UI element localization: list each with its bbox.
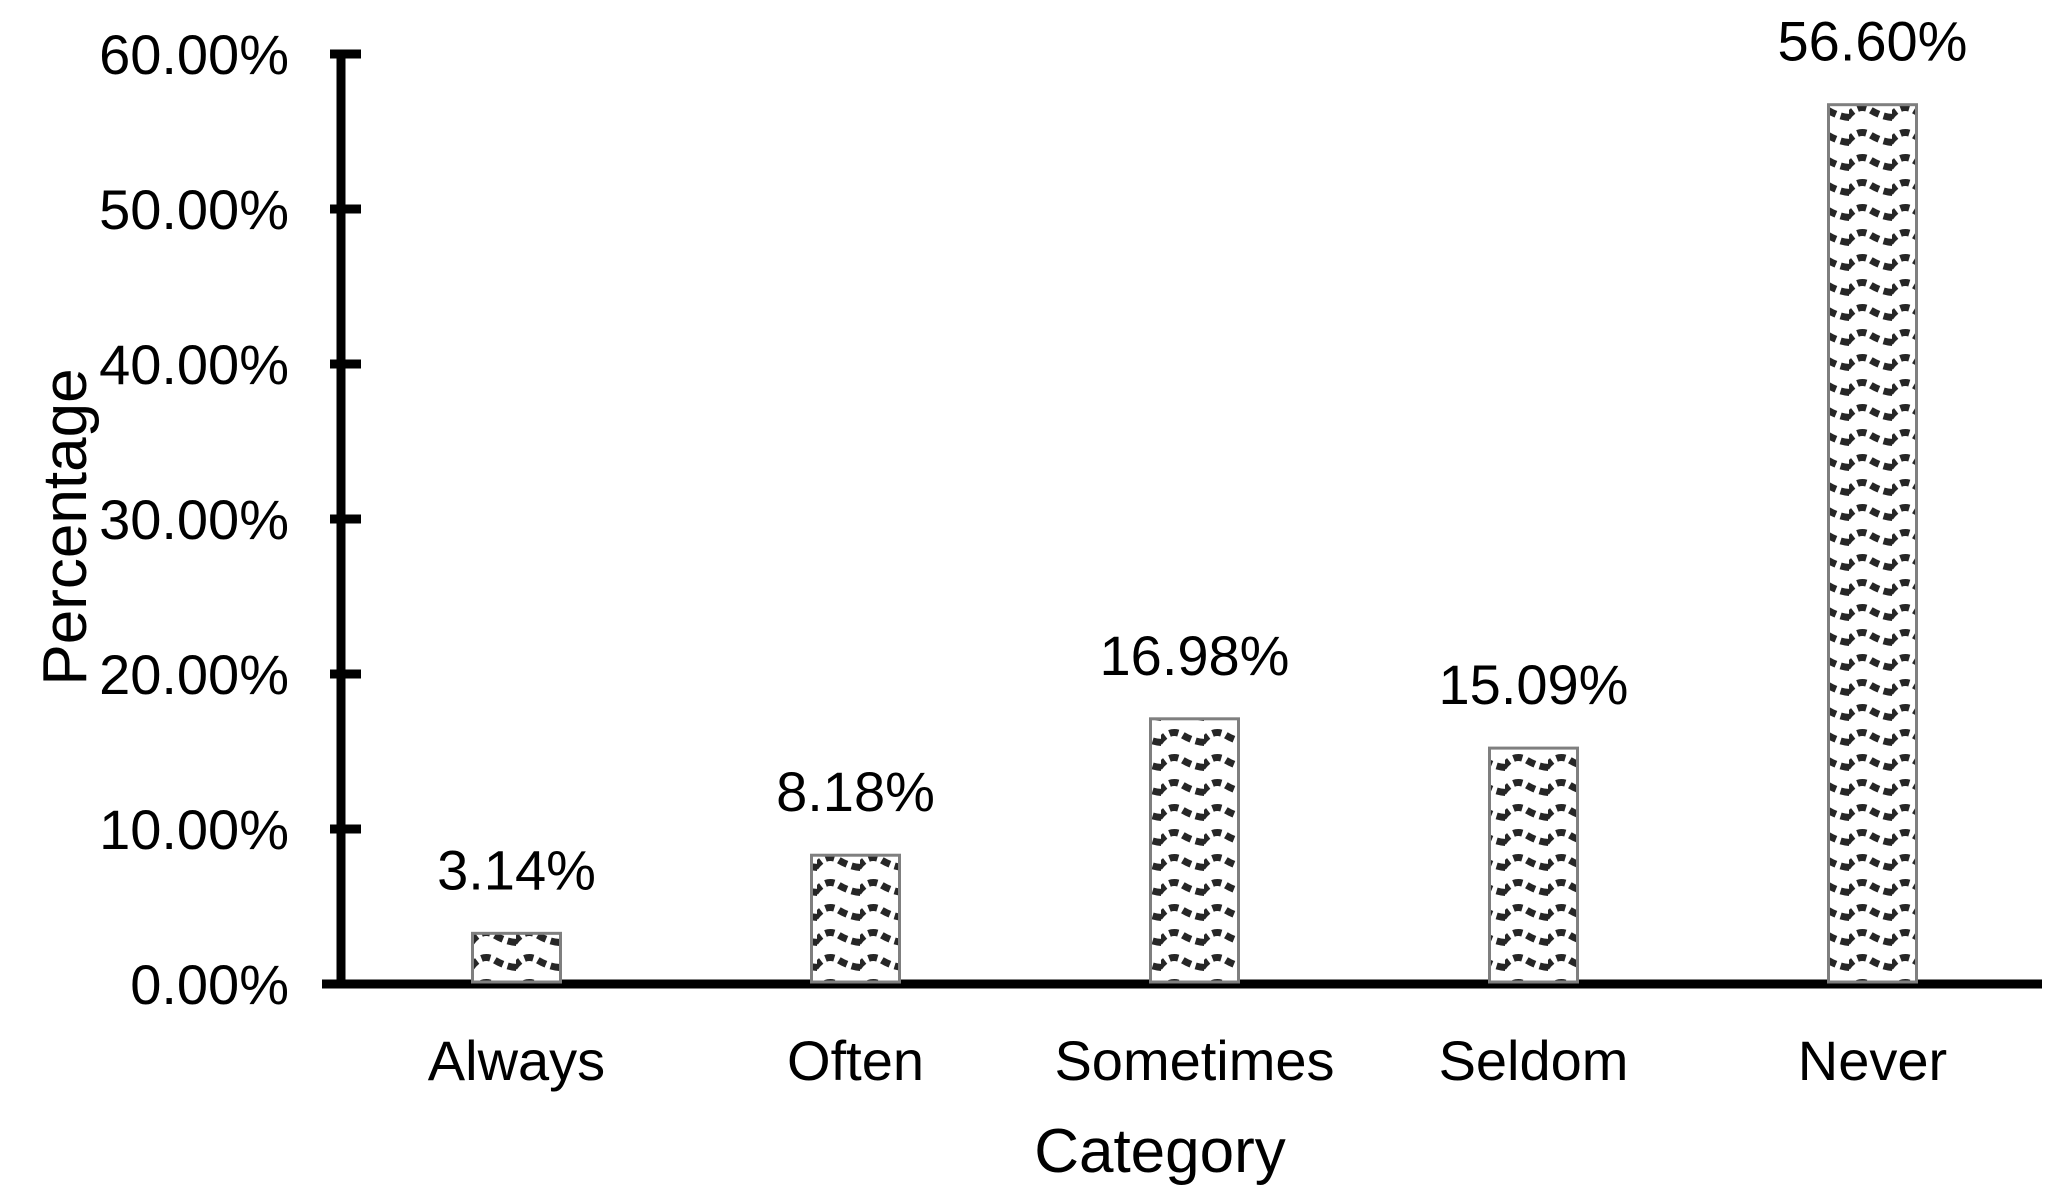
category-label: Sometimes bbox=[1054, 1029, 1334, 1092]
bar-sometimes bbox=[1149, 717, 1240, 984]
bar-value-label: 8.18% bbox=[776, 760, 935, 823]
bar-value-label: 3.14% bbox=[437, 838, 596, 901]
bar-never bbox=[1827, 103, 1918, 984]
bar-value-label: 16.98% bbox=[1100, 624, 1290, 687]
category-label: Often bbox=[787, 1029, 924, 1092]
y-tick-label: 20.00% bbox=[99, 643, 289, 706]
bar-always bbox=[471, 931, 562, 984]
y-tick bbox=[330, 979, 361, 989]
bar-often bbox=[810, 853, 901, 984]
labels: 0.00% 10.00% 20.00% 30.00% 40.00% 50.00% 60.00… bbox=[99, 10, 1967, 1092]
y-tick bbox=[330, 669, 361, 679]
bar-seldom bbox=[1488, 746, 1579, 984]
y-tick bbox=[330, 514, 361, 524]
y-axis-title: Percentage bbox=[31, 368, 100, 685]
bar-value-label: 15.09% bbox=[1439, 653, 1629, 716]
y-tick-label: 10.00% bbox=[99, 798, 289, 861]
category-label: Always bbox=[428, 1029, 605, 1092]
y-tick bbox=[330, 204, 361, 214]
x-axis-title: Category bbox=[1034, 1117, 1286, 1186]
y-tick-label: 30.00% bbox=[99, 488, 289, 551]
y-tick-label: 0.00% bbox=[130, 953, 289, 1016]
axes bbox=[322, 49, 2042, 989]
bar-value-label: 56.60% bbox=[1778, 10, 1968, 73]
bar-series bbox=[471, 103, 1918, 984]
y-tick bbox=[330, 49, 361, 59]
y-tick-label: 50.00% bbox=[99, 178, 289, 241]
y-tick-label: 60.00% bbox=[99, 23, 289, 86]
y-tick bbox=[330, 359, 361, 369]
category-label: Seldom bbox=[1439, 1029, 1629, 1092]
y-tick bbox=[330, 824, 361, 834]
category-label: Never bbox=[1798, 1029, 1947, 1092]
y-tick-label: 40.00% bbox=[99, 333, 289, 396]
x-axis-line bbox=[322, 979, 2042, 989]
